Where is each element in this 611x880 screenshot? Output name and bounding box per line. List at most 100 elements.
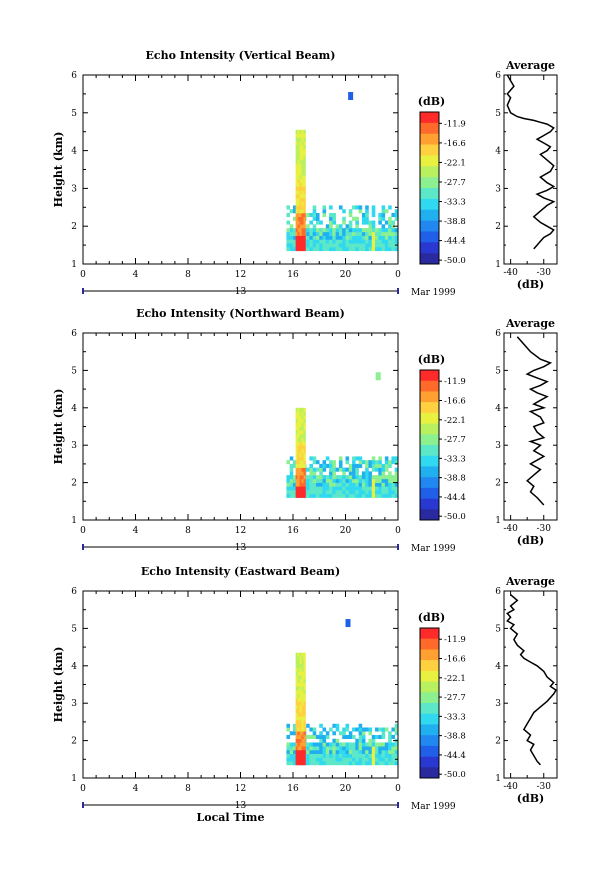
echo-pixel [378,220,382,225]
plume-pixel [295,705,298,710]
echo-pixel [378,734,382,740]
echo-pixel [378,463,382,468]
echo-pixel [293,742,297,747]
plume-pixel [301,175,304,180]
echo-pixel [293,761,297,766]
echo-pixel [306,478,310,483]
colorbar-tick-label: -50.0 [444,512,466,522]
plume-pixel [297,723,300,728]
echo-pixel [338,475,343,480]
echo-pixel [352,463,356,468]
plume-pixel [301,156,304,161]
plume-pixel [297,220,300,225]
avg-x-label: (dB) [517,534,544,547]
echo-pixel [309,246,313,252]
echo-pixel [312,239,317,244]
colorbar-swatch [420,509,439,521]
plume-pixel [303,486,306,491]
echo-pixel [352,493,356,498]
plume-pixel [295,224,298,229]
echo-pixel [361,228,366,233]
plume-pixel [301,471,304,476]
plume-pixel [295,490,298,495]
plume-pixel [299,723,302,728]
plume-pixel [303,422,306,427]
echo-pixel [309,228,313,233]
plume-pixel [301,746,304,751]
echo-pixel [338,490,343,495]
echo-pixel [348,235,353,240]
echo-pixel [388,757,392,762]
echo-pixel [309,734,313,740]
echo-pixel [378,471,382,476]
echo-pixel [348,734,353,740]
plume-pixel [301,224,304,229]
echo-pixel [348,228,353,233]
plume-pixel [301,212,304,218]
echo-pixel [286,486,291,491]
x-tick-label: 20 [340,270,352,280]
echo-pixel [322,467,327,472]
echo-pixel [338,493,343,498]
echo-pixel [391,212,396,218]
echo-pixel [319,749,323,754]
echo-pixel [329,243,333,248]
echo-pixel [381,246,386,252]
echo-pixel [332,757,336,762]
echo-pixel [348,220,353,225]
echo-pixel [358,731,363,736]
echo-pixel [355,243,359,248]
echo-pixel [378,239,382,244]
echo-pixel [345,723,350,728]
plume-pixel [297,178,300,184]
plume-pixel [295,144,298,150]
echo-pixel [329,757,333,762]
plume-pixel [299,727,302,732]
x-tick-label: 12 [235,784,246,794]
echo-pixel [368,486,373,491]
average-profile-line [506,74,556,250]
plume-pixel [303,231,306,236]
plume-pixel [303,452,306,457]
echo-pixel [329,478,333,483]
plume-pixel [297,490,300,495]
echo-pixel [375,467,379,472]
echo-pixel [342,475,346,480]
echo-pixel [345,235,350,240]
plume-pixel [297,194,300,199]
echo-pixel [325,746,330,751]
echo-pixel [371,753,376,758]
plume-pixel [299,742,302,747]
plume-pixel [299,460,302,465]
echo-pixel [286,493,291,498]
echo-pixel [365,742,369,747]
plume-pixel [303,678,306,683]
plume-pixel [299,411,302,416]
echo-pixel [355,471,359,476]
echo-pixel [358,235,363,240]
plume-pixel [303,475,306,480]
plume-pixel [295,701,298,706]
plume-pixel [299,475,302,480]
echo-pixel [388,746,392,751]
echo-pixel [315,231,320,236]
echo-pixel [309,746,313,751]
echo-pixel [345,231,350,236]
plume-pixel [301,757,304,762]
echo-pixel [293,723,297,728]
plume-pixel [303,209,306,214]
plume-pixel [295,486,298,491]
y-tick-label: 2 [71,479,77,489]
plume-pixel [299,152,302,157]
plume-pixel [301,723,304,728]
plume-pixel [295,246,298,252]
plume-pixel [297,708,300,713]
average-title: Average [505,575,555,588]
colorbar-tick-label: -50.0 [444,256,466,266]
plume-pixel [295,467,298,472]
plume-pixel [299,708,302,713]
echo-pixel [342,493,346,498]
echo-pixel [312,749,317,754]
plume-pixel [295,482,298,487]
plume-pixel [303,697,306,702]
